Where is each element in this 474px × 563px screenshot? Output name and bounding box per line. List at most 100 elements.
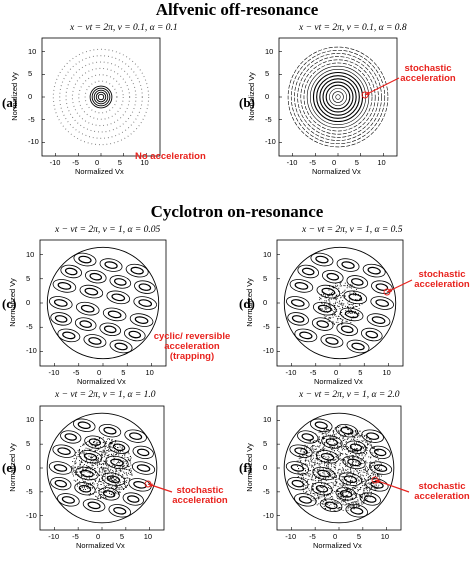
target-marker	[383, 288, 391, 296]
panel-title: x − νt = 2π, ν = 1, α = 0.05	[55, 225, 161, 235]
x-tick-label: 10	[382, 368, 391, 377]
island	[346, 339, 370, 354]
island	[128, 478, 152, 492]
island	[49, 296, 73, 310]
x-tick-label: 10	[377, 158, 386, 167]
x-tick-label: 5	[119, 532, 125, 541]
annotation-cyclic-acceleration: cyclic/ reversible acceleration (trappin…	[153, 331, 231, 362]
island	[72, 418, 96, 432]
island	[336, 322, 359, 337]
island	[74, 317, 97, 331]
panel-label: (c)	[2, 296, 17, 311]
x-tick-label: 5	[354, 158, 359, 167]
panel-b: x − νt = 2π, ν = 0.1, α = 0.8 (b) stocha…	[237, 20, 474, 200]
y-tick-label: 10	[28, 46, 37, 56]
y-tick-label: 10	[263, 415, 272, 425]
panel-label: (d)	[239, 296, 255, 311]
panel-f: x − νt = 2π, ν = 1, α = 2.0 (f) stochast…	[237, 388, 474, 558]
island	[346, 275, 369, 289]
x-tick-label: -5	[72, 532, 79, 541]
y-tick-label: -5	[265, 114, 272, 124]
annotation-arrow	[374, 479, 410, 493]
island	[98, 487, 120, 501]
target-marker	[371, 476, 379, 484]
island	[82, 498, 106, 512]
island	[99, 322, 122, 337]
island	[109, 339, 133, 354]
annotation-stochastic-acceleration: stochastic acceleration	[414, 481, 470, 502]
island	[286, 296, 310, 310]
x-tick-label: -10	[48, 368, 60, 377]
island	[294, 493, 317, 507]
y-tick-label: 5	[28, 69, 33, 79]
phase-space-plot	[276, 239, 413, 367]
island	[123, 327, 146, 342]
x-tick-label: -5	[309, 368, 317, 377]
x-tick-label: 10	[380, 532, 390, 541]
x-tick-label: -10	[285, 532, 297, 541]
trajectories	[46, 246, 160, 360]
x-axis-label: Normalized Vx	[76, 541, 125, 550]
chaotic-sea	[318, 282, 363, 326]
island	[320, 334, 344, 348]
island	[98, 424, 122, 438]
panel-title: x − νt = 2π, ν = 0.1, α = 0.1	[70, 23, 178, 33]
plot-frame	[278, 37, 398, 157]
island	[361, 429, 384, 443]
annotation-stochastic-acceleration: stochastic acceleration	[414, 269, 470, 290]
island	[339, 307, 364, 322]
island	[287, 477, 309, 491]
x-tick-label: -5	[309, 532, 316, 541]
island	[124, 429, 147, 443]
y-tick-label: -5	[26, 486, 33, 496]
island	[368, 461, 393, 475]
island	[73, 252, 97, 267]
island	[289, 279, 314, 293]
y-tick-label: 5	[263, 273, 268, 283]
x-tick-label: -5	[72, 368, 80, 377]
island	[297, 430, 319, 444]
x-tick-label: 0	[95, 158, 100, 167]
island	[79, 284, 104, 299]
island	[319, 498, 343, 512]
target-marker	[144, 480, 152, 488]
island	[289, 444, 313, 458]
island	[311, 317, 334, 331]
island	[321, 269, 344, 284]
island	[101, 472, 126, 486]
island	[106, 290, 131, 305]
x-tick-label: 0	[333, 532, 338, 541]
annotation-arrow	[364, 77, 400, 96]
x-tick-label: 0	[334, 368, 339, 377]
y-tick-label: -5	[26, 322, 33, 332]
island	[335, 424, 359, 438]
trajectories	[283, 246, 397, 360]
island	[129, 313, 154, 327]
target-marker	[361, 91, 369, 99]
y-tick-label: 10	[263, 249, 272, 259]
y-tick-label: 0	[265, 92, 270, 101]
island	[131, 461, 156, 475]
island	[109, 275, 132, 289]
y-tick-label: 10	[26, 415, 35, 425]
y-tick-label: 0	[26, 298, 31, 307]
y-tick-label: -10	[28, 137, 39, 147]
island	[52, 444, 76, 458]
x-tick-label: 5	[121, 368, 126, 377]
y-tick-label: 5	[26, 273, 31, 283]
island	[310, 252, 334, 267]
island	[287, 312, 309, 326]
plot-frame	[276, 405, 402, 531]
panel-c: x − νt = 2π, ν = 1, α = 0.05 (c) cyclic/…	[0, 222, 237, 392]
y-tick-label: 0	[263, 298, 268, 307]
island	[134, 280, 156, 294]
island	[84, 435, 106, 449]
panel-title: x − νt = 2π, ν = 1, α = 2.0	[299, 390, 400, 400]
y-tick-label: 10	[26, 249, 35, 259]
plot-frame	[276, 239, 404, 367]
island	[133, 296, 157, 310]
x-tick-label: 10	[140, 158, 149, 167]
y-tick-label: 0	[26, 463, 31, 472]
y-axis-label: Normalized Vy	[9, 72, 19, 121]
island	[50, 312, 72, 326]
